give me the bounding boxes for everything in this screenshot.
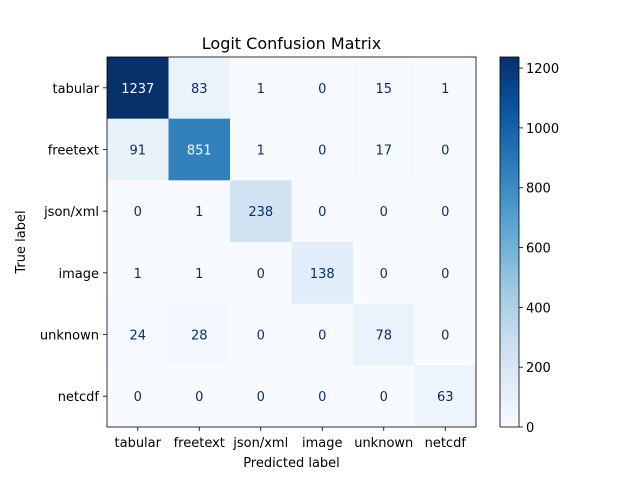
colorbar-tick-label: 1200 [526,62,559,77]
cell-value-label: 0 [380,205,388,220]
cell-value-label: 1 [257,82,265,97]
cell-value-label: 138 [310,267,335,282]
cell-value-label: 15 [375,82,392,97]
cell-value-label: 0 [441,329,449,344]
cell-value-label: 1 [195,205,203,220]
matrix-cell [230,303,292,366]
matrix-cell [168,118,231,181]
matrix-cell [353,180,415,243]
matrix-cell [353,242,415,305]
cell-value-label: 0 [318,205,326,220]
y-tick-label: unknown [40,329,99,344]
matrix-cell [230,365,292,428]
matrix-cell [353,57,415,120]
colorbar-tick-label: 200 [526,361,551,376]
cell-value-label: 0 [134,390,142,405]
cell-value-label: 0 [380,390,388,405]
matrix-cell [353,118,415,181]
matrix-cell [230,180,292,243]
matrix-cell [353,303,415,366]
colorbar-tick-label: 800 [526,182,551,197]
matrix-cell [353,365,415,428]
cell-value-label: 24 [129,329,146,344]
cell-value-label: 0 [134,205,142,220]
x-tick-label: image [302,436,343,451]
cell-value-label: 238 [248,205,273,220]
x-tick-label: tabular [115,436,162,451]
colorbar [499,56,520,428]
cell-value-label: 0 [257,267,265,282]
matrix-cell [230,242,292,305]
matrix-cell [414,57,477,120]
cell-value-label: 0 [257,329,265,344]
x-axis-label: Predicted label [243,456,340,471]
matrix-cell [107,242,169,305]
matrix-cell [107,118,169,181]
x-tick-label: json/xml [232,436,288,451]
cell-value-label: 0 [441,144,449,159]
y-tick-label: image [59,267,100,282]
matrix-cell [168,303,231,366]
y-tick-label: netcdf [58,390,100,405]
y-axis-label: True label [14,210,29,274]
matrix-cell [414,303,477,366]
colorbar-tick-label: 400 [526,301,551,316]
matrix-cell [414,365,477,428]
cell-value-label: 0 [441,267,449,282]
y-tick-label: tabular [53,82,100,97]
matrix-cell [414,242,477,305]
matrix-cell [414,118,477,181]
cell-value-label: 0 [441,205,449,220]
x-tick-label: unknown [354,436,413,451]
cell-value-label: 17 [375,144,392,159]
matrix-cell [291,57,354,120]
cell-value-label: 1 [134,267,142,282]
cell-value-label: 1 [257,144,265,159]
matrix-cell [107,365,169,428]
chart-title: Logit Confusion Matrix [202,34,381,53]
cell-value-label: 0 [318,390,326,405]
matrix-cell [168,365,231,428]
colorbar-tick-label: 0 [526,421,534,436]
matrix-cell [107,303,169,366]
cell-value-label: 83 [191,82,208,97]
x-tick-label: netcdf [425,436,467,451]
matrix-cell [107,57,169,120]
matrix-cell [414,180,477,243]
cell-value-label: 1 [195,267,203,282]
cell-value-label: 1237 [121,82,154,97]
cell-value-label: 0 [318,82,326,97]
cell-value-label: 0 [380,267,388,282]
matrix-cell [291,365,354,428]
cell-value-label: 0 [318,144,326,159]
matrix-cell [291,303,354,366]
cell-value-label: 0 [195,390,203,405]
matrix-cell [168,242,231,305]
cell-value-label: 851 [187,144,212,159]
y-tick-label: json/xml [43,205,99,220]
matrix-cell [291,180,354,243]
y-tick-label: freetext [48,144,99,159]
cell-value-label: 78 [375,329,392,344]
matrix-cell [107,180,169,243]
matrix-cell [291,242,354,305]
cell-value-label: 63 [437,390,454,405]
x-tick-label: freetext [174,436,225,451]
matrix-cell [230,118,292,181]
matrix-cell [168,57,231,120]
cell-value-label: 28 [191,329,208,344]
cell-value-label: 0 [318,329,326,344]
cell-value-label: 1 [441,82,449,97]
colorbar-tick-label: 1000 [526,122,559,137]
colorbar-tick-label: 600 [526,242,551,257]
cell-value-label: 0 [257,390,265,405]
matrix-cell [168,180,231,243]
matrix-cell [230,57,292,120]
matrix-frame [106,56,477,428]
matrix-cell [291,118,354,181]
cell-value-label: 91 [129,144,146,159]
